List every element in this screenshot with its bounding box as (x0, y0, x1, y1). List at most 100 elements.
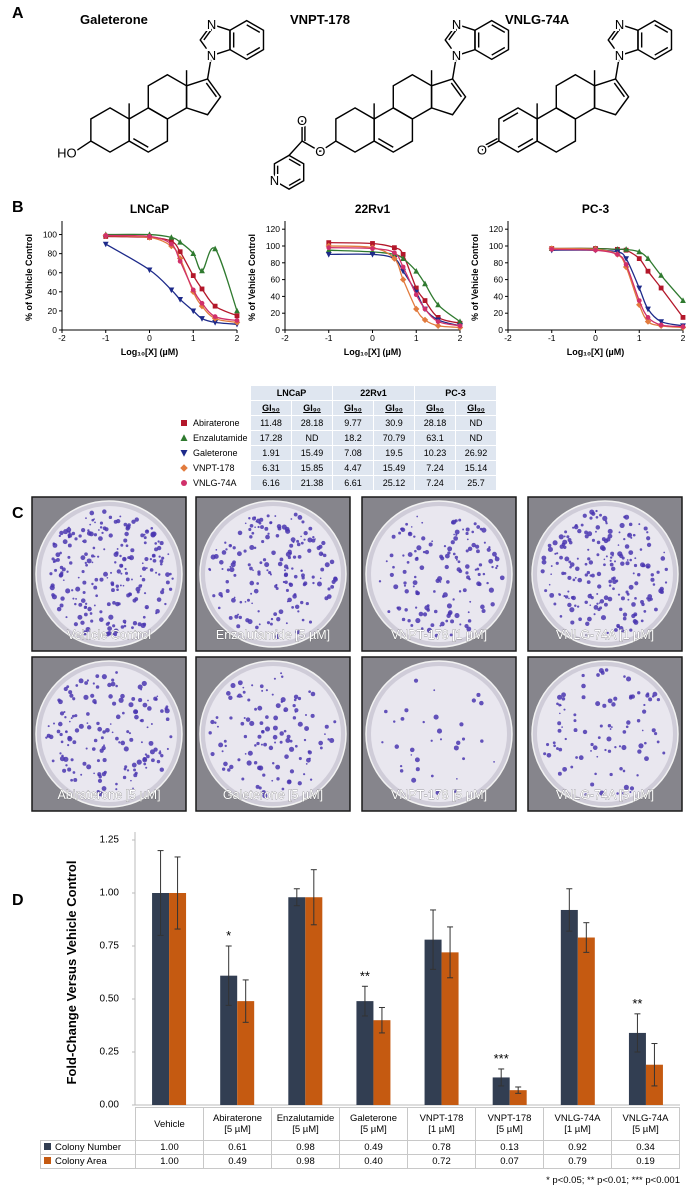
colony (467, 546, 473, 552)
bond (377, 137, 394, 148)
colony (593, 613, 596, 616)
colony (549, 592, 555, 598)
colony (473, 522, 477, 526)
colony (292, 555, 297, 559)
colony (566, 535, 570, 539)
colony (290, 537, 296, 543)
colony (494, 556, 500, 562)
colony (626, 676, 632, 682)
colony (244, 600, 247, 603)
ring (474, 19, 510, 61)
colony (159, 750, 162, 753)
plate-label: Abiraterone [5 µM] (57, 788, 160, 802)
colony (99, 577, 104, 582)
table-cell: 17.28 (250, 430, 292, 446)
colony (221, 750, 224, 753)
marker (435, 319, 441, 324)
colony (73, 777, 78, 782)
colony (123, 746, 129, 752)
colony (312, 581, 315, 585)
colony (646, 536, 651, 541)
colony (303, 773, 306, 776)
colony (72, 740, 77, 745)
table-cell: 18.2 (332, 430, 374, 446)
colony (230, 683, 236, 689)
colony (60, 740, 64, 744)
colony (424, 605, 430, 611)
colony (618, 745, 622, 748)
bond (301, 140, 321, 153)
colony (643, 526, 648, 531)
significance-label: ** (632, 996, 642, 1011)
colony (593, 605, 599, 610)
marker (181, 480, 187, 487)
table-cell: 7.08 (332, 445, 374, 461)
colony (223, 739, 227, 743)
colony (606, 736, 612, 742)
colony (90, 619, 94, 623)
colony (610, 726, 613, 728)
y-tick-label: 60 (494, 275, 504, 285)
bar (220, 975, 238, 1105)
marker (645, 315, 651, 320)
colony (609, 556, 613, 559)
value-label: 0.72 (407, 1154, 476, 1169)
colony (56, 729, 61, 734)
colony (652, 583, 656, 586)
colony (307, 537, 313, 543)
colony (239, 600, 243, 604)
colony (124, 567, 127, 571)
colony (122, 711, 125, 715)
colony (154, 697, 158, 701)
colony (458, 590, 462, 593)
colony (77, 576, 80, 579)
colony (643, 703, 646, 707)
colony (70, 758, 74, 762)
table-cell: 4.47 (332, 460, 374, 476)
colony (296, 542, 301, 547)
colony (447, 546, 453, 552)
colony (631, 602, 636, 607)
colony (459, 722, 464, 727)
marker (103, 233, 109, 238)
table-cell: 28.18 (291, 415, 333, 431)
marker (199, 316, 205, 322)
colony (226, 691, 231, 696)
colony (271, 762, 275, 765)
value-label: 1.00 (135, 1140, 204, 1155)
plate-label: VNLG-74A [1 µM] (556, 628, 654, 642)
colony (49, 734, 54, 740)
colony (645, 693, 650, 698)
colony (612, 554, 614, 557)
colony (220, 594, 223, 598)
colony (95, 685, 100, 689)
y-tick-label: 100 (43, 230, 57, 240)
table-column-header: PC-3 (414, 385, 497, 401)
colony (553, 602, 557, 606)
value-label: 0.79 (543, 1154, 612, 1169)
colony (86, 725, 92, 730)
plate-label: VNPT-178 [1 µM] (391, 628, 487, 642)
colony (310, 713, 315, 718)
legend-entry: Enzalutamide (178, 431, 251, 446)
colony (243, 549, 247, 553)
colony (393, 584, 399, 590)
colony (253, 761, 258, 765)
legend-marker (181, 420, 187, 427)
colony (144, 556, 149, 562)
colony (286, 734, 291, 739)
colony (488, 587, 494, 593)
ring (147, 73, 188, 120)
marker (177, 249, 183, 255)
bond (654, 24, 669, 34)
colony (603, 595, 609, 601)
colony (592, 745, 598, 751)
table-row: VNLG-74A 6.16 21.38 6.61 25.12 7.24 25.7 (178, 475, 497, 491)
colony (623, 675, 626, 678)
colony (607, 533, 613, 539)
colony (167, 553, 170, 556)
colony (65, 730, 68, 733)
colony (468, 577, 471, 581)
colony (577, 577, 583, 583)
colony (294, 604, 300, 610)
